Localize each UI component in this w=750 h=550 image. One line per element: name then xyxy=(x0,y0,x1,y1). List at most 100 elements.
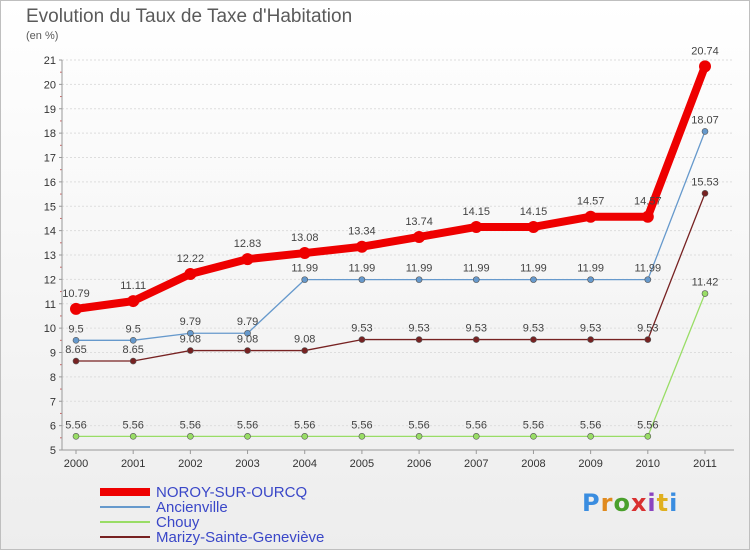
logo-letter: r xyxy=(600,489,614,517)
data-label: 13.34 xyxy=(348,226,376,238)
data-point xyxy=(644,433,652,440)
data-label: 13.74 xyxy=(405,216,433,228)
y-tick-label: 11 xyxy=(45,299,56,311)
data-point xyxy=(470,220,483,233)
y-tick-label: 16 xyxy=(44,177,56,189)
data-label: 18.07 xyxy=(691,114,719,126)
data-point xyxy=(701,128,709,135)
data-point xyxy=(129,337,137,344)
data-point xyxy=(187,347,194,354)
legend-swatch xyxy=(100,521,150,523)
data-label: 13.08 xyxy=(291,232,319,244)
data-point xyxy=(72,357,80,365)
x-tick-label: 2007 xyxy=(464,458,488,470)
data-label: 5.56 xyxy=(351,419,372,431)
data-label: 9.53 xyxy=(408,323,429,335)
data-point xyxy=(301,276,309,283)
y-tick-label: 18 xyxy=(44,128,56,140)
data-point xyxy=(587,276,594,283)
data-point xyxy=(72,433,80,440)
data-label: 14.57 xyxy=(577,196,605,208)
x-tick-label: 2010 xyxy=(636,458,660,470)
data-point xyxy=(587,336,594,343)
y-tick-label: 9 xyxy=(50,348,56,360)
data-label: 15.53 xyxy=(691,176,719,188)
data-label: 11.99 xyxy=(463,263,490,275)
data-point xyxy=(413,230,426,243)
x-tick-label: 2001 xyxy=(121,458,145,470)
data-label: 5.56 xyxy=(65,419,86,431)
x-tick-label: 2003 xyxy=(235,458,259,470)
y-tick-label: 5 xyxy=(50,445,56,457)
data-point xyxy=(244,433,251,440)
legend-label: Ancienville xyxy=(156,499,228,516)
data-point xyxy=(472,276,480,283)
legend-swatch xyxy=(100,488,150,496)
data-point xyxy=(301,347,309,354)
data-label: 5.56 xyxy=(580,419,601,431)
data-label: 14.15 xyxy=(463,206,491,218)
data-label: 5.56 xyxy=(180,419,201,431)
y-tick-label: 14 xyxy=(44,226,56,238)
data-point xyxy=(244,347,251,354)
data-point xyxy=(358,336,366,343)
data-point xyxy=(701,190,709,197)
data-label: 11.11 xyxy=(120,280,146,292)
x-tick-label: 2005 xyxy=(350,458,374,470)
data-label: 9.53 xyxy=(637,323,658,335)
data-label: 11.42 xyxy=(692,277,719,289)
data-point xyxy=(644,336,652,343)
data-point xyxy=(129,433,137,440)
data-label: 9.79 xyxy=(237,316,258,328)
data-point xyxy=(530,276,537,283)
data-label: 12.22 xyxy=(177,253,205,265)
data-point xyxy=(358,433,366,440)
data-label: 9.79 xyxy=(180,316,201,328)
data-label: 8.65 xyxy=(122,344,143,356)
data-label: 11.99 xyxy=(577,263,604,275)
x-tick-label: 2006 xyxy=(407,458,431,470)
logo-letter: i xyxy=(669,489,679,517)
data-label: 9.5 xyxy=(68,323,83,335)
data-label: 9.5 xyxy=(126,323,141,335)
data-point xyxy=(587,433,594,440)
data-label: 5.56 xyxy=(294,419,315,431)
data-point xyxy=(355,240,368,253)
data-label: 5.56 xyxy=(237,419,258,431)
x-tick-label: 2000 xyxy=(64,458,88,470)
x-tick-label: 2008 xyxy=(521,458,545,470)
y-tick-label: 21 xyxy=(44,55,56,67)
data-label: 11.99 xyxy=(520,263,547,275)
data-point xyxy=(701,290,709,297)
data-label: 11.99 xyxy=(406,263,433,275)
data-point xyxy=(530,433,537,440)
data-label: 9.53 xyxy=(523,323,544,335)
x-tick-label: 2009 xyxy=(578,458,602,470)
data-label: 14.15 xyxy=(520,206,548,218)
legend-label: Marizy-Sainte-Geneviève xyxy=(156,529,325,546)
data-point xyxy=(415,433,423,440)
data-label: 11.99 xyxy=(291,263,318,275)
proxiti-logo: Proxiti xyxy=(582,489,678,517)
y-tick-label: 10 xyxy=(44,323,56,335)
y-tick-label: 13 xyxy=(44,250,56,262)
data-label: 9.53 xyxy=(351,323,372,335)
axes: 5 6 7 8 9 10 11 12 13 14 15 16 17 18 19 20 21 2000 2001 200… xyxy=(44,55,734,470)
data-point xyxy=(699,60,711,73)
data-label: 20.74 xyxy=(691,45,719,57)
x-tick-label: 2004 xyxy=(292,458,316,470)
data-point xyxy=(187,329,194,337)
y-tick-label: 17 xyxy=(44,153,56,165)
data-point xyxy=(641,210,654,223)
data-label: 9.53 xyxy=(580,323,601,335)
data-point xyxy=(472,336,480,343)
data-point xyxy=(415,336,423,343)
data-point xyxy=(241,253,254,266)
data-labels: 5.56 5.56 5.56 5.56 5.56 5.56 5.56 5.56 5.56 5.56… xyxy=(62,45,719,431)
data-point xyxy=(70,302,82,315)
data-label: 9.08 xyxy=(237,334,258,346)
y-tick-label: 20 xyxy=(44,79,56,91)
y-tick-label: 7 xyxy=(50,396,56,408)
series-line xyxy=(75,64,709,313)
